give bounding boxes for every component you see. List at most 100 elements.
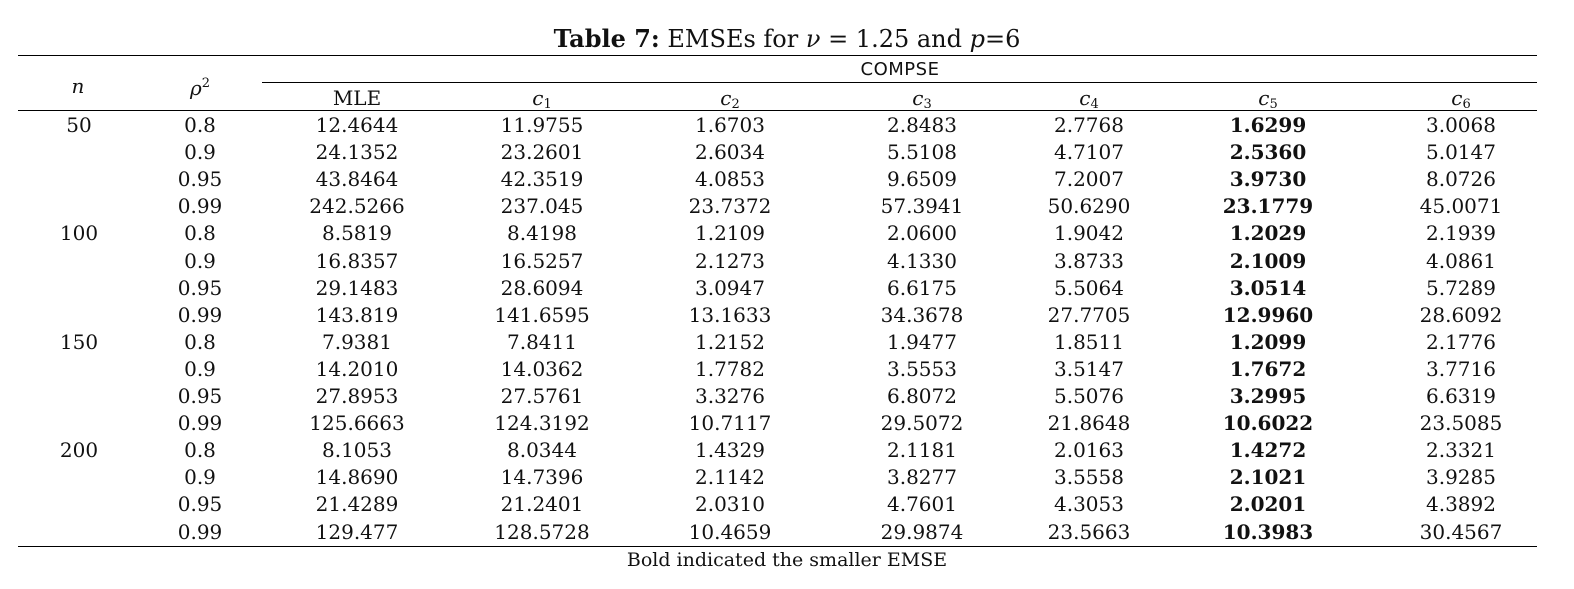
table-row: 0.99 242.5266 237.045 23.7372 57.3941 50.6290…	[0, 193, 1574, 220]
cell-mle: 143.819	[315, 302, 399, 327]
column-header-sub: 2	[731, 97, 740, 112]
cell-c2: 3.3276	[695, 384, 765, 408]
cell-c4: 3.5558	[1054, 465, 1124, 490]
cell-c1: 141.6595	[494, 302, 590, 327]
column-header-main: c	[1451, 86, 1463, 110]
cell-c5: 2.1021	[1229, 465, 1307, 490]
table-row: 150 0.8 7.9381 7.8411 1.2152 1.9477 1.8511 1.20…	[0, 329, 1574, 356]
cell-c1: 42.3519	[500, 167, 584, 192]
cell-c3: 2.0600	[887, 221, 957, 246]
table-note: Bold indicated the smaller EMSE	[626, 549, 948, 571]
column-header-c3: c3	[862, 86, 982, 117]
cell-mle: 8.1053	[322, 438, 392, 463]
column-header-main: c	[1258, 86, 1270, 110]
cell-c2: 2.0310	[695, 492, 765, 517]
cell-c1: 237.045	[500, 194, 584, 219]
cell-c5: 1.7672	[1229, 356, 1307, 381]
cell-c5: 23.1779	[1222, 194, 1314, 219]
table-row: 0.9 16.8357 16.5257 2.1273 4.1330 3.8733 2.100…	[0, 248, 1574, 275]
cell-c6: 5.0147	[1426, 140, 1496, 165]
table-row: 0.95 29.1483 28.6094 3.0947 6.6175 5.5064 3.05…	[0, 275, 1574, 302]
cell-c6: 4.3892	[1426, 492, 1496, 517]
column-header-sub: 3	[923, 97, 932, 112]
cell-rho2: 0.8	[184, 113, 216, 137]
cell-c1: 14.0362	[500, 356, 584, 381]
cell-c2: 1.4329	[695, 438, 765, 463]
column-header-main: c	[720, 86, 732, 110]
cell-c4: 4.3053	[1054, 492, 1124, 517]
cell-rho2: 0.9	[184, 248, 216, 273]
table-row: 0.99 143.819 141.6595 13.1633 34.3678 27.7705…	[0, 302, 1574, 329]
column-header-c6: c6	[1401, 86, 1521, 117]
cell-c5: 3.0514	[1229, 275, 1307, 300]
cell-c5: 2.5360	[1229, 140, 1307, 165]
cell-c4: 7.2007	[1054, 167, 1124, 192]
header-rho-squared: ρ2	[170, 72, 230, 100]
cell-c6: 6.6319	[1426, 384, 1496, 408]
cell-c5: 1.2099	[1229, 329, 1307, 354]
cell-c3: 6.8072	[887, 384, 957, 408]
column-header-c4: c4	[1029, 86, 1149, 117]
cell-c5: 2.1009	[1229, 248, 1307, 273]
cell-c1: 21.2401	[500, 492, 584, 517]
cell-c6: 8.0726	[1426, 167, 1496, 192]
cell-c4: 4.7107	[1054, 140, 1124, 165]
cell-c2: 1.2109	[695, 221, 765, 246]
cell-mle: 27.8953	[315, 384, 399, 408]
table-row: 0.9 14.2010 14.0362 1.7782 3.5553 3.5147 1.767…	[0, 356, 1574, 383]
cell-c2: 3.0947	[695, 275, 765, 300]
cell-c6: 23.5085	[1419, 411, 1503, 436]
cell-rho2: 0.99	[177, 411, 223, 436]
cell-c2: 2.6034	[695, 140, 765, 165]
cell-c3: 3.5553	[887, 356, 957, 381]
cell-rho2: 0.8	[184, 221, 216, 246]
cell-mle: 16.8357	[315, 248, 399, 273]
cell-c3: 6.6175	[887, 275, 957, 300]
cell-c6: 3.9285	[1426, 465, 1496, 490]
caption-text-after: =6	[985, 25, 1021, 53]
cell-c2: 23.7372	[688, 194, 772, 219]
cell-c4: 5.5076	[1054, 384, 1124, 408]
cell-mle: 7.9381	[322, 329, 392, 354]
cell-c4: 3.5147	[1054, 356, 1124, 381]
header-n: n	[71, 74, 85, 98]
column-header-c1: c1	[482, 86, 602, 117]
cell-c5: 2.0201	[1229, 492, 1307, 517]
cell-n: 50	[66, 113, 92, 137]
table-row: 0.95 43.8464 42.3519 4.0853 9.6509 7.2007 3.97…	[0, 166, 1574, 193]
table-row: 200 0.8 8.1053 8.0344 1.4329 2.1181 2.0163 1.42…	[0, 437, 1574, 464]
cell-mle: 29.1483	[315, 275, 399, 300]
cell-mle: 242.5266	[309, 194, 405, 219]
cell-c4: 23.5663	[1047, 519, 1131, 544]
cell-rho2: 0.95	[177, 275, 223, 300]
cell-c3: 3.8277	[887, 465, 957, 490]
column-header-main: c	[1079, 86, 1091, 110]
cell-c1: 7.8411	[507, 329, 577, 354]
cell-c3: 34.3678	[880, 302, 964, 327]
cell-mle: 43.8464	[315, 167, 399, 192]
cell-c6: 30.4567	[1419, 519, 1503, 544]
cell-c4: 5.5064	[1054, 275, 1124, 300]
cell-c2: 4.0853	[695, 167, 765, 192]
cell-c4: 21.8648	[1047, 411, 1131, 436]
cell-rho2: 0.8	[184, 438, 216, 463]
caption-p: p	[969, 25, 986, 53]
cell-rho2: 0.9	[184, 140, 216, 165]
cell-c2: 1.7782	[695, 356, 765, 381]
cell-rho2: 0.9	[184, 465, 216, 490]
table-row: 0.9 24.1352 23.2601 2.6034 5.5108 4.7107 2.536…	[0, 139, 1574, 166]
cell-rho2: 0.99	[177, 519, 223, 544]
header-bottom-rule	[18, 110, 1537, 111]
cell-c5: 12.9960	[1222, 302, 1314, 327]
caption-label: Table 7:	[553, 24, 660, 53]
cell-c2: 13.1633	[688, 302, 772, 327]
cell-c6: 2.1776	[1426, 329, 1496, 354]
cell-rho2: 0.99	[177, 194, 223, 219]
cell-c3: 57.3941	[880, 194, 964, 219]
table-row: 0.99 125.6663 124.3192 10.7117 29.5072 21.864…	[0, 410, 1574, 437]
column-header-mle: MLE	[297, 86, 417, 110]
table-caption: Table 7: EMSEs for ν = 1.25 and p=6	[0, 24, 1574, 54]
cell-c1: 27.5761	[500, 384, 584, 408]
cell-c2: 10.4659	[688, 519, 772, 544]
cell-c2: 10.7117	[688, 411, 772, 436]
